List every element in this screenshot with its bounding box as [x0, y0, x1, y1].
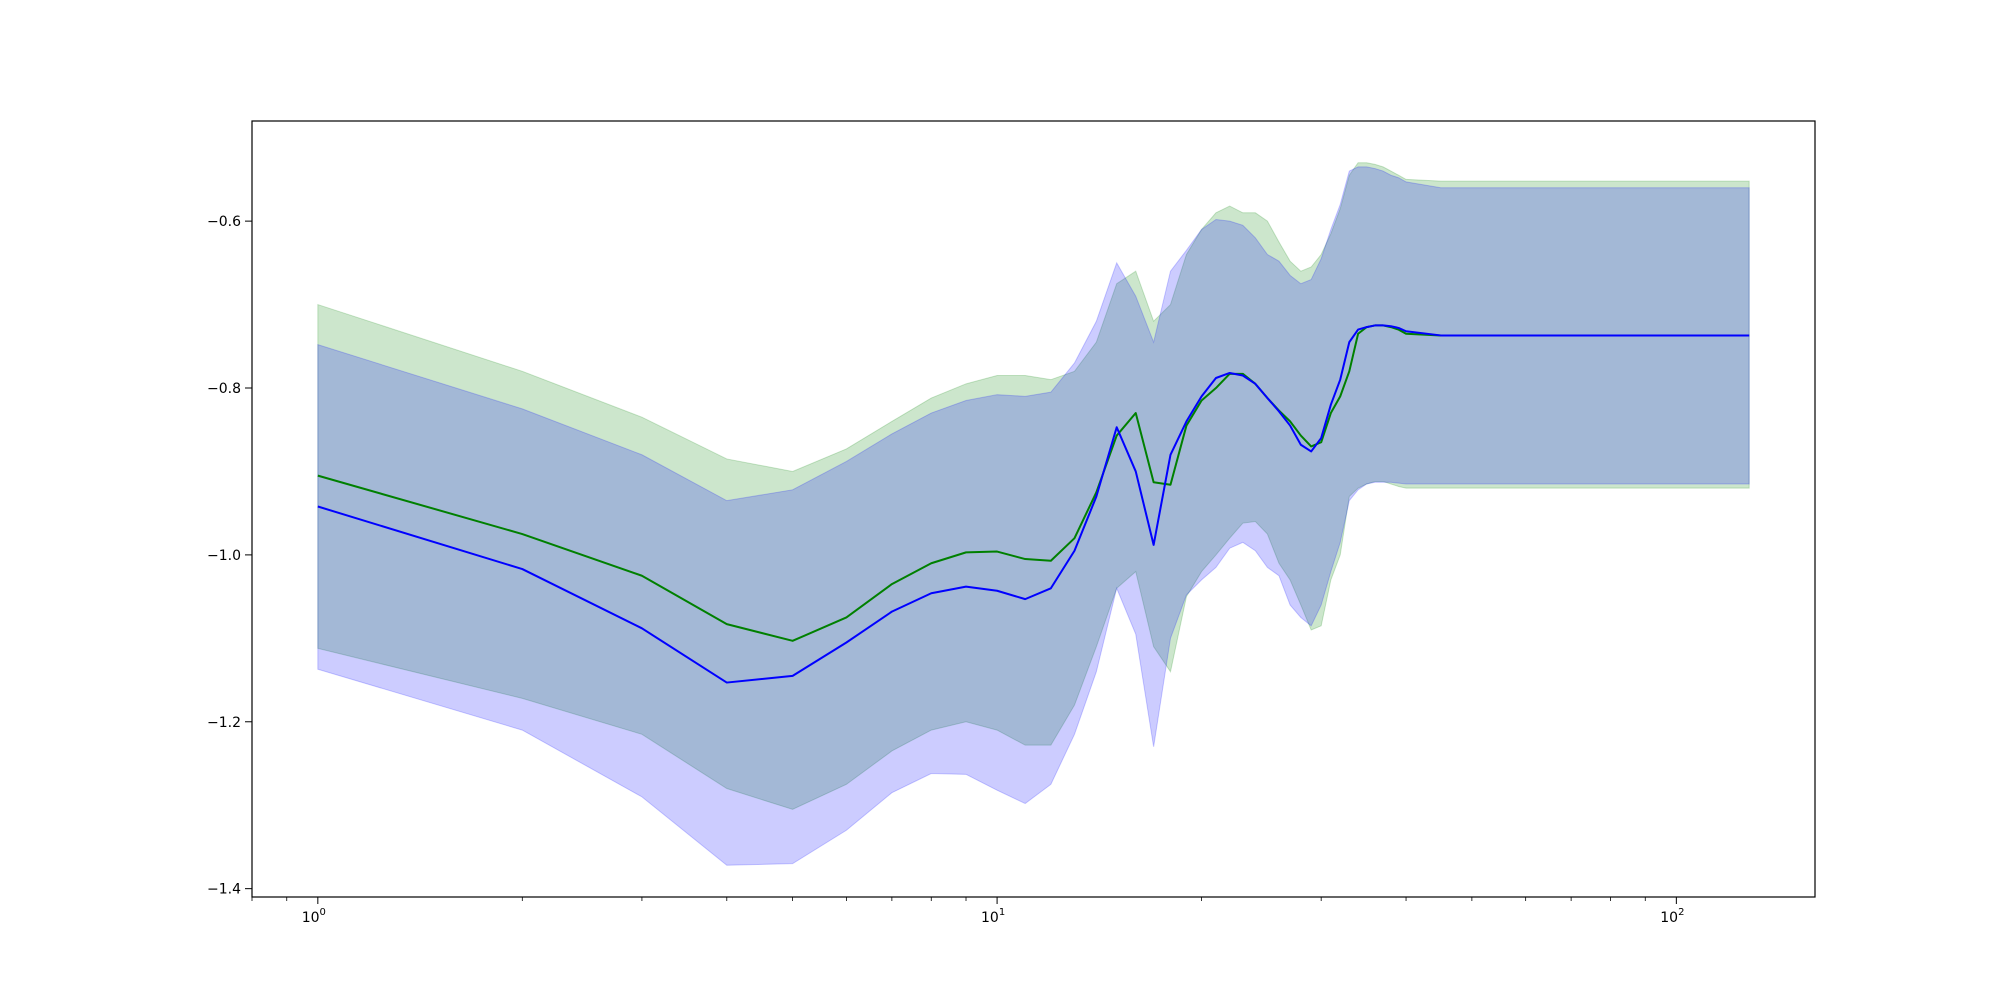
y-tick-label: −0.8 — [207, 381, 241, 397]
y-tick-label: −0.6 — [207, 214, 241, 230]
confidence-bands — [317, 162, 1750, 866]
blue-series-line — [317, 324, 1750, 684]
series-lines — [317, 324, 1750, 684]
plot-area-frame — [251, 120, 1816, 898]
y-axis: −1.4 −1.2 −1.0 −0.8 −0.6 — [207, 214, 252, 898]
y-tick-label: −1.4 — [207, 882, 241, 898]
blue-confidence-band — [317, 166, 1750, 866]
y-tick-label: −1.0 — [207, 548, 241, 564]
y-tick-label: −1.2 — [207, 715, 241, 731]
green-confidence-band — [317, 162, 1750, 810]
